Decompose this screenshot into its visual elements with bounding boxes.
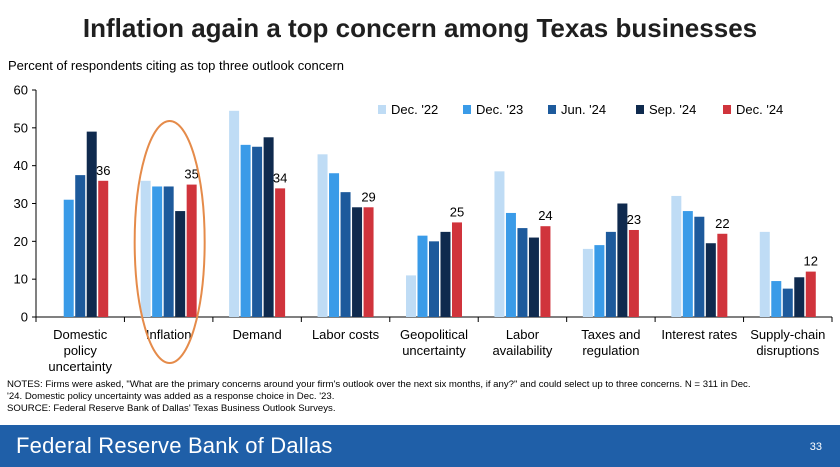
bar: [329, 173, 340, 317]
bar: [759, 231, 770, 317]
bar: [63, 199, 74, 317]
bar: [163, 186, 174, 317]
bar: [705, 243, 716, 317]
bar: [352, 207, 363, 317]
y-tick-label: 20: [14, 234, 28, 249]
bar-chart: 010203040506036Domesticpolicyuncertainty…: [14, 83, 833, 374]
data-label: 24: [538, 208, 552, 223]
category-label: Supply-chain: [750, 327, 825, 342]
legend-label: Dec. '22: [391, 102, 438, 117]
category-label: Labor: [506, 327, 540, 342]
bar: [540, 226, 551, 317]
bar: [406, 275, 416, 317]
bar: [582, 248, 593, 317]
notes-line-1: NOTES: Firms were asked, "What are the p…: [7, 379, 751, 390]
legend-label: Sep. '24: [649, 102, 696, 117]
category-label: policy: [64, 343, 98, 358]
bar: [86, 131, 97, 317]
bar: [517, 228, 528, 317]
category-label: Inflation: [146, 327, 192, 342]
data-label: 29: [361, 189, 375, 204]
bar: [617, 203, 628, 317]
category-label: Domestic: [53, 327, 108, 342]
bar: [805, 271, 816, 317]
chart-title: Inflation again a top concern among Texa…: [82, 13, 758, 43]
data-label: 36: [96, 163, 110, 178]
bar: [186, 184, 197, 317]
bar: [452, 222, 462, 317]
bar: [628, 229, 639, 317]
category-label: Geopolitical: [400, 327, 468, 342]
y-tick-label: 60: [14, 83, 28, 98]
bar: [505, 212, 516, 317]
legend-label: Dec. '23: [476, 102, 523, 117]
bar: [605, 231, 616, 317]
bar: [429, 241, 439, 317]
y-tick-label: 10: [14, 272, 28, 287]
bar: [417, 235, 428, 317]
legend-swatch: [723, 105, 731, 114]
bar: [275, 188, 286, 317]
data-label: 23: [627, 212, 641, 227]
bar: [340, 192, 351, 317]
category-label: Taxes and: [581, 327, 640, 342]
category-label: Demand: [233, 327, 282, 342]
category-label: uncertainty: [48, 359, 112, 374]
category-label: uncertainty: [402, 343, 466, 358]
bar: [263, 137, 274, 317]
legend-swatch: [463, 105, 471, 114]
bar: [317, 154, 328, 317]
bar: [98, 180, 109, 317]
category-label: regulation: [582, 343, 639, 358]
bar: [175, 211, 186, 317]
bar: [671, 195, 682, 317]
chart-notes: NOTES: Firms were asked, "What are the p…: [7, 379, 835, 416]
y-axis-title: Percent of respondents citing as top thr…: [8, 58, 345, 73]
y-tick-label: 0: [21, 310, 28, 325]
page-number: 33: [809, 441, 822, 453]
bar: [694, 216, 705, 317]
legend-label: Jun. '24: [561, 102, 606, 117]
legend-swatch: [636, 105, 644, 114]
footer-bar: Federal Reserve Bank of Dallas 33: [0, 425, 840, 467]
bar: [440, 231, 451, 317]
data-label: 25: [450, 204, 464, 219]
bar: [240, 144, 251, 317]
inflation-highlight-circle: [133, 120, 206, 364]
bar: [152, 186, 163, 317]
data-label: 34: [273, 170, 287, 185]
bar: [229, 110, 240, 317]
y-tick-label: 40: [14, 158, 28, 173]
bar: [594, 245, 605, 317]
bar: [782, 288, 793, 317]
y-tick-label: 50: [14, 120, 28, 135]
legend-swatch: [378, 105, 386, 114]
legend-label: Dec. '24: [736, 102, 783, 117]
legend-swatch: [548, 105, 556, 114]
source-line: SOURCE: Federal Reserve Bank of Dallas' …: [7, 403, 336, 415]
bar: [140, 180, 151, 317]
bar: [682, 211, 693, 317]
bar: [528, 237, 539, 317]
category-label: disruptions: [756, 343, 819, 358]
category-label: Labor costs: [312, 327, 380, 342]
data-label: 12: [804, 254, 818, 269]
category-label: Interest rates: [661, 327, 737, 342]
category-label: availability: [492, 343, 552, 358]
y-tick-label: 30: [14, 196, 28, 211]
data-label: 22: [715, 216, 729, 231]
bar: [771, 281, 782, 317]
bar: [494, 171, 505, 317]
notes-line-2: '24. Domestic policy uncertainty was add…: [7, 391, 335, 403]
footer-org-name: Federal Reserve Bank of Dallas: [16, 433, 333, 458]
bar: [252, 146, 263, 317]
bar: [75, 175, 86, 317]
bar: [717, 233, 728, 317]
data-label: 35: [184, 167, 198, 182]
bar: [363, 207, 374, 317]
bar: [794, 277, 805, 317]
